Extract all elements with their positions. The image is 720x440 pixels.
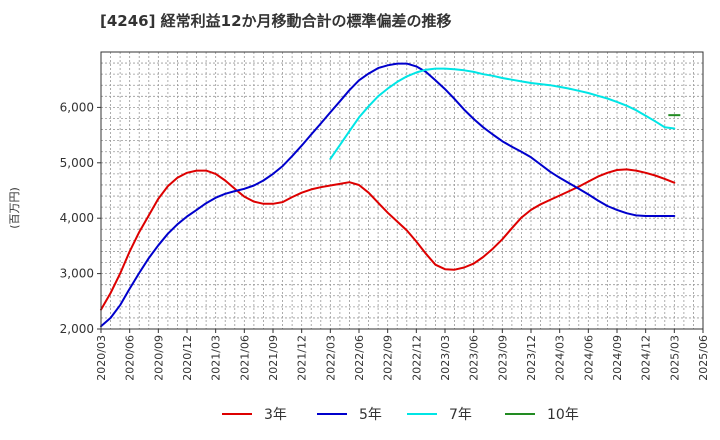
x-tick-label: 2020/06	[124, 335, 137, 381]
x-tick-label: 2023/12	[525, 335, 538, 381]
series-line-5年	[100, 62, 676, 328]
x-tick-label: 2022/06	[353, 335, 366, 381]
y-tick-label: 2,000	[60, 322, 94, 336]
x-tick-label: 2021/09	[267, 335, 280, 381]
series-line-7年	[329, 67, 676, 160]
y-tick-label: 4,000	[60, 211, 94, 225]
legend-label: 5年	[359, 407, 382, 423]
x-tick-label: 2022/12	[410, 335, 423, 381]
y-tick-label: 6,000	[60, 100, 94, 114]
x-tick-label: 2024/09	[611, 335, 624, 381]
x-tick-label: 2024/06	[582, 335, 595, 381]
chart-title: [4246] 経常利益12か月移動合計の標準偏差の推移	[100, 12, 452, 30]
legend: 3年 5年 7年 10年	[222, 407, 579, 423]
x-tick-label: 2023/03	[439, 335, 452, 381]
x-tick-label: 2022/03	[324, 335, 337, 381]
x-tick-label: 2021/03	[210, 335, 223, 381]
legend-label: 7年	[449, 407, 472, 423]
x-tick-label: 2020/03	[95, 335, 108, 381]
x-tick-label: 2021/12	[296, 335, 309, 381]
series-line-3年	[100, 168, 676, 311]
plot-area	[101, 52, 703, 329]
x-tick-label: 2020/12	[181, 335, 194, 381]
y-tick-label: 5,000	[60, 156, 94, 170]
x-tick-label: 2022/09	[382, 335, 395, 381]
x-tick-label: 2024/03	[554, 335, 567, 381]
legend-label: 3年	[264, 407, 287, 423]
x-tick-label: 2025/03	[668, 335, 681, 381]
plot-frame	[100, 51, 704, 330]
x-tick-label: 2023/09	[496, 335, 509, 381]
y-tick-label: 3,000	[60, 267, 94, 281]
x-tick-label: 2021/06	[238, 335, 251, 381]
grid	[100, 51, 704, 330]
x-axis: 2020/03 2020/06 2020/09 2020/12 2021/03 2021/…	[95, 329, 710, 381]
legend-label: 10年	[547, 407, 579, 423]
x-tick-label: 2020/09	[152, 335, 165, 381]
y-axis: 2,000 3,000 4,000 5,000 6,000	[60, 100, 101, 336]
series-lines	[100, 62, 681, 328]
x-tick-label: 2024/12	[640, 335, 653, 381]
x-tick-label: 2025/06	[697, 335, 710, 381]
x-tick-label: 2023/06	[468, 335, 481, 381]
